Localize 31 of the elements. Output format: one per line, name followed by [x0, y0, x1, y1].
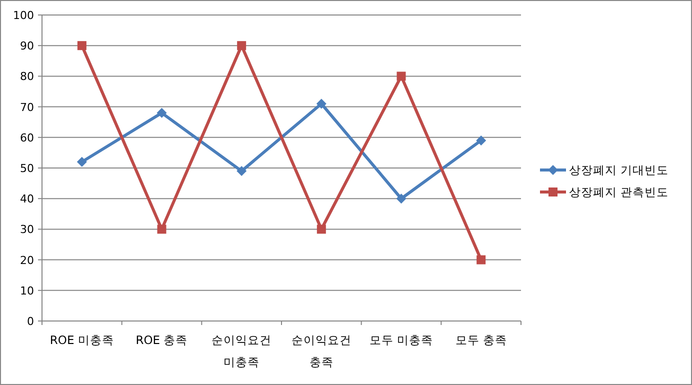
point [157, 224, 166, 234]
y-tick-label: 70 [20, 100, 34, 114]
x-tick-label: 모두 미충족 [369, 333, 434, 347]
x-tick-label: 모두 충족 [455, 333, 507, 347]
point [77, 41, 86, 50]
point [396, 72, 406, 81]
y-tick-label: 50 [20, 162, 34, 175]
y-tick-label: 10 [20, 284, 34, 298]
x-tick-label: 순이익요건 미충족 [212, 333, 272, 369]
x-tick-label: ROE 미충족 [50, 333, 114, 347]
y-tick-label: 0 [27, 315, 34, 328]
y-tick-label: 60 [20, 131, 34, 144]
point [76, 156, 87, 167]
point [476, 255, 486, 264]
y-tick-label: 30 [20, 223, 34, 236]
point [156, 108, 167, 118]
y-tick-label: 80 [20, 70, 34, 84]
legend-label: 상장폐지 기대빈도 [569, 163, 669, 177]
point [396, 194, 406, 204]
x-tick-label: 순이익요건 충족 [291, 333, 352, 369]
point [237, 41, 246, 50]
y-tick-label: 20 [20, 254, 34, 267]
point [316, 224, 326, 234]
y-tick-label: 90 [20, 40, 34, 53]
y-tick-label: 100 [13, 9, 34, 22]
x-tick-label: ROE 충족 [136, 333, 188, 347]
point [236, 166, 247, 176]
legend-label: 상장폐지 관측빈도 [569, 185, 669, 199]
y-tick-label: 40 [20, 192, 34, 206]
point [316, 98, 326, 109]
point [476, 135, 486, 146]
